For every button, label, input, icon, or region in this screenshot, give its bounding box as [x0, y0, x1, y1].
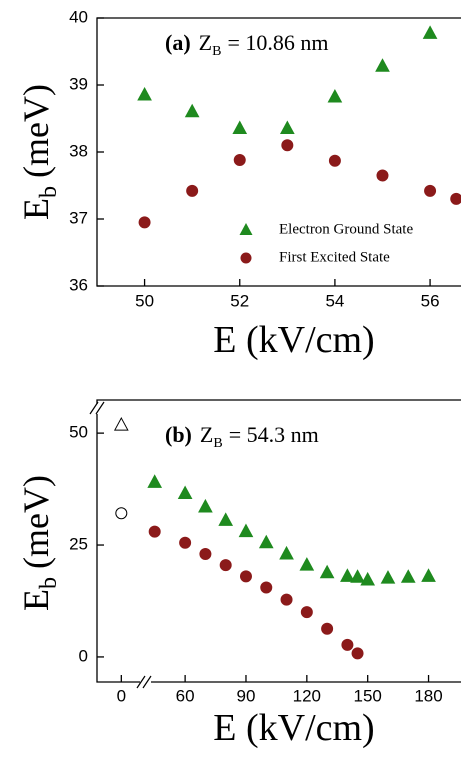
marker-triangle — [279, 120, 295, 135]
y-axis-label: Eb (meV) — [16, 475, 62, 611]
y-label-sub: b — [36, 577, 62, 589]
y-tick-label: 40 — [69, 7, 88, 26]
marker-circle — [424, 184, 437, 197]
marker-triangle — [137, 87, 152, 101]
marker-triangle — [327, 89, 343, 103]
marker-triangle — [198, 498, 213, 513]
legend-label: First Excited State — [279, 249, 390, 265]
marker-triangle — [319, 564, 335, 579]
x-tick-label: 180 — [414, 686, 442, 705]
y-tick-label: 39 — [69, 74, 88, 93]
annotation-var: Z — [200, 422, 213, 447]
marker-circle — [199, 547, 212, 560]
x-tick-label: 90 — [237, 686, 256, 705]
marker-circle — [280, 593, 293, 606]
y-axis-label: Eb (meV) — [16, 84, 62, 220]
x-tick-label: 150 — [354, 686, 382, 705]
marker-circle — [351, 647, 364, 660]
marker-triangle — [184, 103, 200, 118]
marker-circle — [219, 559, 232, 572]
x-tick-label: 56 — [421, 291, 440, 310]
marker-circle — [138, 216, 151, 229]
marker-triangle — [218, 512, 234, 526]
marker-circle — [179, 536, 192, 549]
annotation-var: Z — [199, 30, 212, 55]
marker-circle — [321, 622, 334, 635]
marker-circle — [341, 638, 354, 651]
marker-circle — [260, 581, 273, 594]
annotation-sub: B — [212, 44, 221, 59]
marker-circle — [148, 525, 161, 538]
x-tick-label: 50 — [135, 291, 154, 310]
axes-frame — [96, 17, 461, 287]
y-label-var: E — [16, 589, 56, 611]
x-tick-label: 0 — [117, 686, 126, 705]
marker-triangle — [147, 474, 163, 488]
x-tick-label: 52 — [230, 291, 249, 310]
legend-marker — [239, 223, 253, 235]
legend-label: Electron Ground State — [279, 221, 413, 237]
marker-triangle — [340, 568, 355, 582]
x-tick-label: 120 — [293, 686, 321, 705]
marker-triangle — [375, 58, 390, 72]
x-axis-label: E (kV/cm) — [213, 319, 374, 361]
marker-triangle — [422, 25, 438, 39]
marker-circle — [239, 570, 252, 583]
annotation-label: (a) — [165, 30, 191, 55]
marker-triangle — [380, 570, 396, 584]
marker-circle — [328, 154, 341, 167]
marker-circle — [186, 184, 199, 197]
annotation-label: (b) — [165, 422, 192, 447]
annotation: (b) ZB = 54.3 nm — [165, 422, 319, 451]
y-tick-label: 50 — [69, 423, 88, 442]
legend-marker — [240, 252, 252, 264]
y-label-var: E — [16, 198, 56, 220]
y-tick-label: 38 — [69, 141, 88, 160]
marker-triangle — [279, 545, 294, 560]
annotation: (a) ZB = 10.86 nm — [165, 30, 328, 59]
axes-frame — [96, 399, 461, 683]
x-axis-label: E (kV/cm) — [213, 707, 374, 749]
y-label-sub: b — [36, 186, 62, 198]
marker-circle — [233, 154, 246, 167]
marker-circle — [376, 169, 389, 182]
marker-triangle — [350, 569, 365, 583]
marker-triangle — [299, 557, 315, 571]
marker-triangle — [258, 534, 274, 549]
y-tick-label: 37 — [69, 208, 88, 227]
marker-triangle — [421, 568, 436, 582]
annotation-text: = 54.3 nm — [229, 422, 319, 447]
marker-triangle — [113, 417, 129, 431]
y-tick-label: 25 — [69, 535, 88, 554]
y-label-text: (meV) — [16, 84, 56, 178]
annotation-text: = 10.86 nm — [227, 30, 328, 55]
annotation-sub: B — [213, 436, 222, 451]
marker-circle — [450, 192, 461, 205]
y-tick-label: 0 — [79, 646, 88, 665]
marker-circle — [115, 507, 128, 520]
axis-break — [89, 401, 152, 689]
marker-triangle — [238, 523, 254, 538]
marker-triangle — [177, 485, 193, 500]
y-label-text: (meV) — [16, 475, 56, 569]
marker-triangle — [232, 120, 248, 135]
marker-triangle — [400, 569, 416, 583]
marker-circle — [300, 606, 313, 619]
x-tick-label: 60 — [176, 686, 195, 705]
x-tick-label: 54 — [325, 291, 344, 310]
marker-circle — [281, 139, 294, 152]
y-tick-label: 36 — [69, 275, 88, 294]
marker-triangle — [360, 571, 376, 586]
